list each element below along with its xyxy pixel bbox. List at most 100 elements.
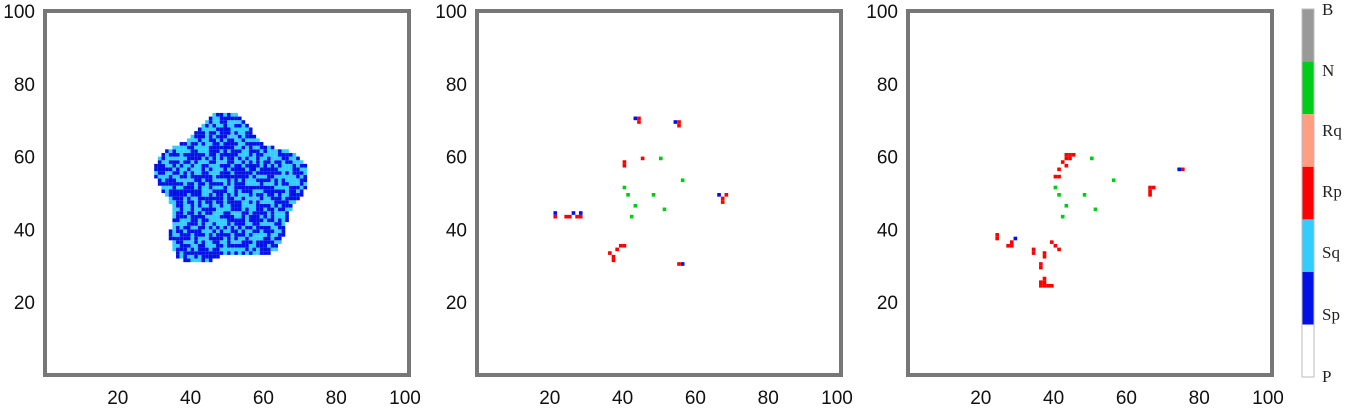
tumor-cell-Sp — [285, 182, 289, 186]
tumor-cell-Sp — [241, 229, 246, 234]
tumor-cell-Sp — [186, 167, 191, 172]
tumor-cell-Sp — [274, 222, 278, 226]
cell-N — [1111, 178, 1116, 183]
tumor-cell-Sp — [168, 189, 173, 193]
tumor-cell-Sp — [230, 156, 235, 161]
tumor-cell-Sp — [190, 251, 195, 255]
tumor-cell-Sq — [245, 203, 249, 208]
tumor-cell-Sq — [176, 174, 180, 179]
tumor-cell-Sp — [252, 163, 257, 168]
tumor-cell-Sq — [252, 203, 257, 208]
cell-Sp — [553, 211, 558, 215]
tumor-cell-Sp — [212, 182, 217, 186]
tumor-cell-Sq — [274, 185, 278, 190]
tumor-cell-Sp — [259, 145, 264, 150]
tumor-cell-Sp — [183, 258, 187, 263]
tumor-cell-Sp — [216, 149, 220, 153]
tumor-cell-Sq — [216, 138, 220, 143]
tumor-cell-Sp — [274, 243, 278, 248]
tumor-cell-Sq — [237, 152, 242, 157]
cell-Sp — [717, 193, 721, 197]
cell-Sp — [673, 120, 678, 124]
tumor-cell-Sp — [234, 236, 238, 241]
tumor-cell-Sq — [292, 182, 297, 186]
tumor-cell-Sp — [234, 222, 238, 226]
panel-3-y-tick: 40 — [877, 220, 898, 241]
tumor-cell-Sp — [190, 229, 195, 234]
tumor-cell-Sq — [205, 138, 209, 143]
tumor-cell-Sp — [219, 193, 224, 197]
tumor-cell-Sq — [230, 233, 235, 237]
tumor-cell-Sq — [205, 152, 209, 157]
tumor-cell-Sq — [172, 240, 177, 244]
tumor-cell-Sp — [186, 160, 191, 164]
tumor-cell-Sq — [205, 134, 209, 139]
tumor-cell-Sq — [197, 171, 202, 175]
tumor-cell-Sp — [216, 142, 220, 146]
tumor-cell-Sp — [168, 182, 173, 186]
tumor-cell-Sp — [256, 243, 260, 248]
cell-Rp — [677, 123, 681, 128]
tumor-cell-Sp — [168, 174, 173, 179]
cell-Sp — [571, 211, 576, 215]
tumor-cell-Sp — [219, 203, 224, 208]
tumor-cell-Sp — [245, 240, 249, 244]
tumor-cell-Sp — [267, 185, 271, 190]
tumor-cell-Sp — [176, 182, 180, 186]
tumor-cell-Sq — [201, 189, 206, 193]
cell-Rp — [578, 214, 583, 219]
tumor-cell-Sq — [219, 149, 224, 153]
tumor-cell-Sq — [241, 149, 246, 153]
tumor-cell-Sq — [227, 189, 231, 193]
tumor-cell-Sq — [212, 163, 217, 168]
tumor-cell-Sq — [208, 163, 213, 168]
panel-2-x-tick: 80 — [758, 388, 779, 409]
tumor-cell-Sp — [259, 178, 264, 183]
colorbar-frame — [1301, 8, 1315, 378]
tumor-cell-Sp — [179, 174, 184, 179]
tumor-cell-Sq — [176, 163, 180, 168]
cell-Rp — [1151, 185, 1156, 190]
tumor-cell-Sp — [219, 236, 224, 241]
tumor-cell-Sp — [190, 145, 195, 150]
tumor-cell-Sp — [186, 185, 191, 190]
tumor-cell-Sq — [241, 163, 246, 168]
tumor-cell-Sp — [179, 229, 184, 234]
tumor-cell-Sp — [219, 163, 224, 168]
panel-2-y-tick: 60 — [446, 148, 467, 169]
tumor-cell-Sq — [219, 123, 224, 128]
tumor-cell-Sq — [248, 211, 253, 215]
tumor-cell-Sp — [241, 189, 246, 193]
tumor-cell-Sp — [259, 207, 264, 212]
tumor-cell-Sp — [183, 225, 187, 230]
tumor-cell-Sp — [245, 247, 249, 252]
tumor-cell-Sp — [183, 247, 187, 252]
tumor-cell-Sp — [292, 163, 297, 168]
tumor-cell-Sq — [234, 247, 238, 252]
tumor-cell-Sp — [183, 243, 187, 248]
colorbar-label-Rp: Rp — [1322, 182, 1342, 201]
tumor-cell-Sq — [256, 167, 260, 172]
tumor-cell-Sp — [267, 247, 271, 252]
tumor-cell-Sq — [252, 233, 257, 237]
tumor-cell-Sp — [234, 229, 238, 234]
tumor-cell-Sp — [205, 174, 209, 179]
tumor-cell-Sq — [201, 229, 206, 234]
tumor-cell-Sp — [241, 120, 246, 124]
tumor-cell-Sq — [172, 174, 177, 179]
tumor-cell-Sp — [194, 218, 198, 223]
tumor-cell-Sq — [277, 185, 282, 190]
tumor-cell-Sp — [241, 211, 246, 215]
tumor-cell-Sp — [252, 218, 257, 223]
tumor-cell-Sq — [190, 233, 195, 237]
tumor-cell-Sp — [292, 196, 297, 201]
tumor-cell-Sq — [186, 254, 191, 259]
tumor-cell-Sq — [263, 174, 268, 179]
tumor-cell-Sp — [248, 163, 253, 168]
tumor-cell-Sq — [216, 131, 220, 135]
cell-Rp — [622, 243, 627, 248]
tumor-cell-Sq — [241, 236, 246, 241]
tumor-cell-Sp — [176, 214, 180, 219]
tumor-cell-Sq — [234, 225, 238, 230]
